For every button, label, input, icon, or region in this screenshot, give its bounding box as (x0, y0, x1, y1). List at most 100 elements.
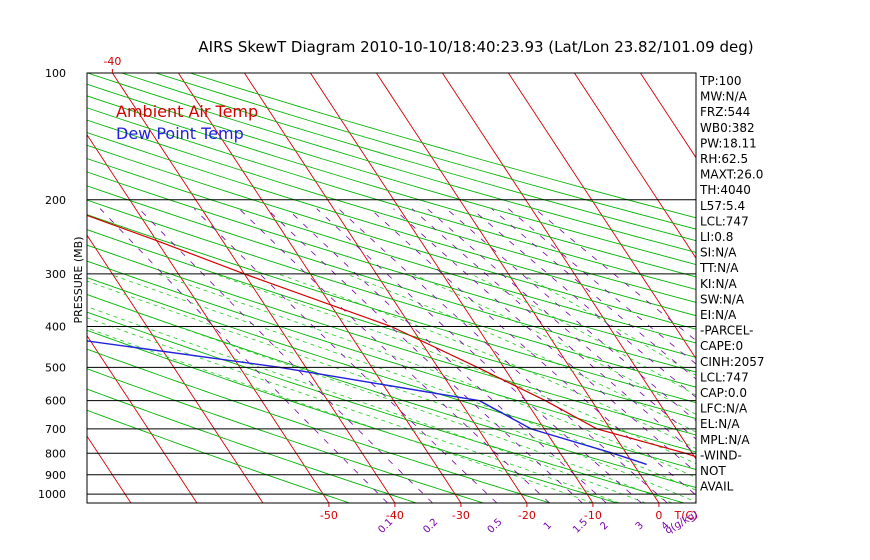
pressure-tick-label: 600 (45, 395, 66, 408)
pressure-tick-label: 1000 (38, 488, 66, 501)
stat-item: LCL:747 (700, 214, 749, 228)
moist-adiabat-line (157, 273, 696, 478)
dry-adiabat-line (87, 158, 696, 344)
dry-adiabat-line (87, 144, 696, 330)
mixing-ratio-tick-label: 0.5 (486, 517, 505, 536)
mixing-ratio-line (99, 208, 388, 503)
legend-dew-point-temp: Dew Point Temp (116, 124, 244, 143)
bottom-temp-tick-label: -50 (320, 509, 338, 522)
mixing-ratio-line (316, 208, 642, 503)
stat-item: SI:N/A (700, 246, 737, 260)
pressure-tick-label: 800 (45, 447, 66, 460)
stat-item: AVAIL (700, 480, 734, 494)
isotherm-line (574, 73, 696, 259)
bottom-temp-tick-label: -10 (584, 509, 602, 522)
stat-item: LFC:N/A (700, 402, 748, 416)
stat-item: PW:18.11 (700, 136, 757, 150)
dry-adiabat-line (87, 348, 551, 503)
moist-adiabat-line (346, 273, 696, 433)
mixing-ratio-line (286, 208, 607, 503)
dry-adiabat-line (155, 73, 696, 230)
isotherm-line (376, 73, 660, 503)
pressure-tick-label: 300 (45, 268, 66, 281)
stat-item: SW:N/A (700, 292, 745, 306)
y-axis-label: PRESSURE (MB) (72, 237, 85, 324)
bottom-temp-tick-label: -40 (386, 509, 404, 522)
dewpoint-temp-line (87, 340, 647, 466)
isotherm-line (640, 73, 696, 159)
bottom-temp-tick-label: 0 (655, 509, 662, 522)
mixing-ratio-line (266, 208, 583, 503)
dry-adiabat-line (87, 95, 696, 278)
moist-adiabat-line (411, 273, 696, 415)
dry-adiabat-line (87, 107, 696, 290)
isotherm-line (442, 73, 696, 460)
stat-item: WB0:382 (700, 121, 755, 135)
bottom-temp-tick-label: -20 (518, 509, 536, 522)
stat-item: CAP:0.0 (700, 386, 747, 400)
moist-adiabat-line (521, 273, 696, 376)
moist-adiabat-line (87, 280, 696, 503)
stat-item: EL:N/A (700, 417, 740, 431)
mixing-ratio-line (369, 208, 696, 496)
isotherm-line (0, 73, 65, 503)
stat-item: TT:N/A (699, 261, 739, 275)
mixing-ratio-line (411, 208, 696, 455)
stat-item: -WIND- (700, 448, 742, 462)
mixing-ratio-line (534, 208, 696, 342)
dry-adiabat-line (87, 368, 484, 503)
stat-item: RH:62.5 (700, 152, 748, 166)
top-temp-tick-label: -40 (103, 55, 121, 68)
stat-item: LI:0.8 (700, 230, 733, 244)
isotherm-line (244, 73, 528, 503)
mixing-ratio-tick-label: 1 (542, 520, 554, 532)
pressure-tick-label: 100 (45, 67, 66, 80)
pressure-tick-label: 700 (45, 423, 66, 436)
mixing-ratio-line (491, 208, 696, 380)
mixing-ratio-line (393, 208, 696, 473)
moist-adiabat-line (277, 273, 696, 449)
mixing-ratio-tick-label: 0.2 (421, 517, 440, 536)
mixing-ratio-line (138, 208, 433, 503)
mixing-ratio-tick-label: 3 (634, 520, 646, 532)
chart-title: AIRS SkewT Diagram 2010-10-10/18:40:23.9… (198, 38, 753, 56)
dry-adiabat-line (87, 388, 417, 503)
dry-adiabat-line (87, 73, 696, 253)
stat-item: MW:N/A (700, 90, 748, 104)
stat-item: -PARCEL- (700, 324, 754, 338)
legend-ambient-air-temp: Ambient Air Temp (116, 102, 258, 121)
dry-adiabat-line (87, 214, 696, 404)
stat-item: TP:100 (699, 74, 742, 88)
isotherm-line (87, 334, 198, 503)
plot-border (86, 72, 697, 504)
isotherm-line (87, 435, 132, 503)
stat-item: CAPE:0 (700, 339, 743, 353)
stat-item: KI:N/A (700, 277, 737, 291)
stat-item: LCL:747 (700, 370, 749, 384)
isotherm-line (87, 234, 264, 503)
dry-adiabat-line (87, 199, 696, 388)
stat-item: EI:N/A (700, 308, 737, 322)
dry-adiabat-line (87, 311, 685, 503)
dry-adiabat-line (87, 171, 696, 358)
moist-adiabat-line (87, 327, 594, 503)
dry-adiabat-line (87, 119, 696, 303)
stat-item: MPL:N/A (700, 433, 750, 447)
moist-adiabat-line (213, 273, 696, 465)
isotherm-line (508, 73, 696, 360)
dry-adiabat-line (87, 83, 696, 266)
mixing-ratio-line (508, 208, 696, 365)
dry-adiabat-line (87, 185, 696, 373)
stat-item: CINH:2057 (700, 355, 765, 369)
mixing-ratio-line (238, 208, 550, 503)
x-axis-unit-label: T(C) (674, 509, 698, 522)
dry-adiabat-line (87, 229, 696, 420)
bottom-temp-tick-label: -30 (452, 509, 470, 522)
mixing-ratio-line (427, 208, 696, 440)
isotherm-line (87, 133, 330, 503)
stat-item: L57:5.4 (700, 199, 745, 213)
stat-item: TH:4040 (699, 183, 751, 197)
dry-adiabat-line (87, 294, 696, 489)
